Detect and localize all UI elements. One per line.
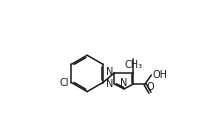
Text: OH: OH bbox=[152, 70, 167, 80]
Text: O: O bbox=[146, 82, 154, 92]
Text: N: N bbox=[106, 67, 114, 77]
Text: N: N bbox=[120, 78, 128, 88]
Text: N: N bbox=[106, 79, 114, 89]
Text: Cl: Cl bbox=[59, 78, 69, 88]
Text: CH₃: CH₃ bbox=[124, 60, 142, 70]
